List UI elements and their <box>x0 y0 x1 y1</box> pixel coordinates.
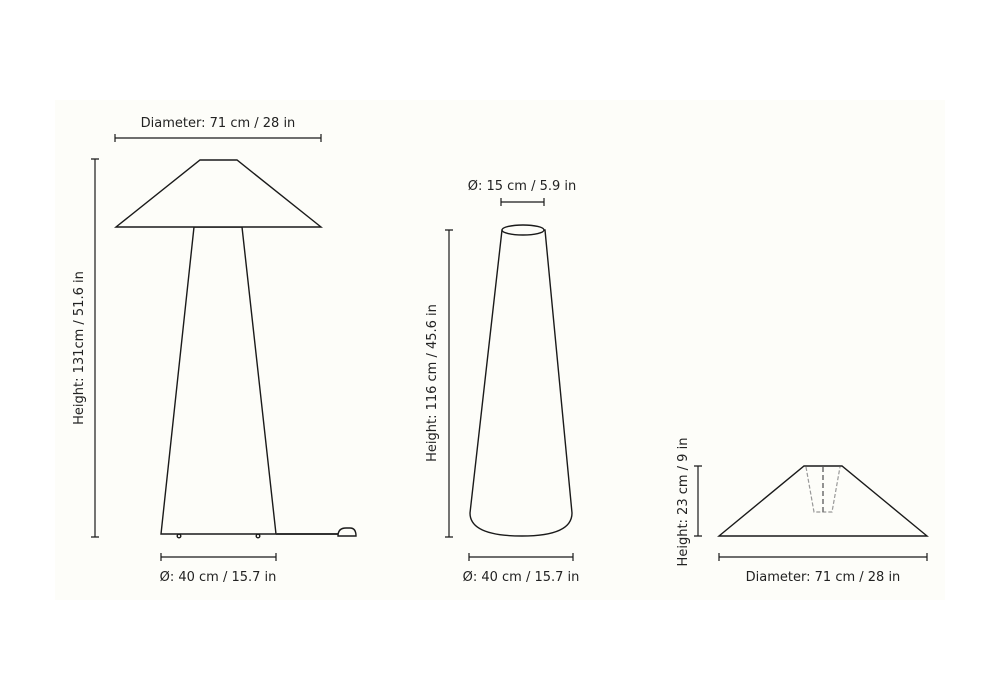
base-height-label: Height: 116 cm / 45.6 in <box>425 304 440 462</box>
foot-switch <box>337 527 357 537</box>
lamp-body <box>160 226 277 535</box>
shade-height-dimension-line <box>694 465 702 537</box>
base-dimension-line <box>160 553 277 561</box>
base-top-diameter-label: Ø: 15 cm / 5.9 in <box>468 179 577 194</box>
floor-lamp-height-label: Height: 131cm / 51.6 in <box>72 271 87 425</box>
floor-lamp-drawing: Diameter: 71 cm / 28 in Height: 131cm / … <box>72 116 357 585</box>
base-diameter-label: Ø: 40 cm / 15.7 in <box>463 570 580 585</box>
diameter-dimension-line <box>114 134 322 142</box>
height-dimension-line <box>445 229 453 538</box>
foot <box>255 533 261 539</box>
lamp-shade <box>113 159 324 228</box>
lamp-base-drawing: Ø: 15 cm / 5.9 in Height: 116 cm / 45.6 … <box>425 179 579 585</box>
floor-lamp-diameter-label: Diameter: 71 cm / 28 in <box>141 116 296 131</box>
floor-lamp-base-label: Ø: 40 cm / 15.7 in <box>160 570 277 585</box>
shade-height-label: Height: 23 cm / 9 in <box>676 438 691 567</box>
height-dimension-line <box>91 158 99 538</box>
lamp-shade-drawing: Height: 23 cm / 9 in Diameter: 71 cm / 2… <box>676 438 929 585</box>
foot <box>176 533 182 539</box>
base-body <box>469 229 573 537</box>
top-diameter-dimension-line <box>500 198 545 206</box>
shade-diameter-dimension-line <box>718 553 928 561</box>
base-top <box>501 224 545 236</box>
base-diameter-dimension-line <box>468 553 574 561</box>
shade-diameter-label: Diameter: 71 cm / 28 in <box>746 570 901 585</box>
